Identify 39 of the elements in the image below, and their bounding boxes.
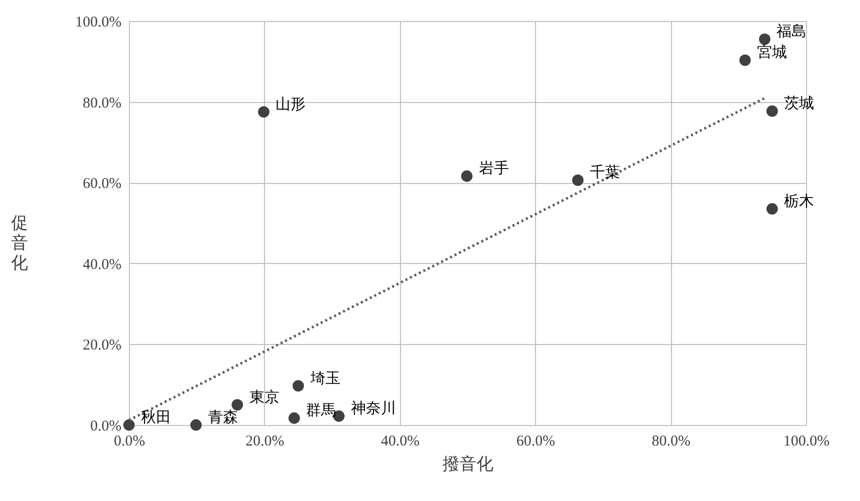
- x-axis-title: 撥音化: [442, 454, 494, 474]
- x-tick-label: 60.0%: [516, 434, 556, 450]
- point: [759, 33, 770, 45]
- annotation: 栃木: [784, 192, 814, 210]
- annotation: 福島: [776, 23, 807, 40]
- point: [572, 174, 584, 186]
- annotation: 東京: [249, 388, 280, 406]
- annotation: 秋田: [141, 409, 171, 426]
- y-tick-label: 100.0%: [75, 14, 122, 30]
- point: [258, 106, 270, 118]
- x-tick-label: 0.0%: [114, 434, 146, 450]
- annotation: 千葉: [590, 164, 620, 182]
- y-tick-label: 60.0%: [82, 176, 122, 192]
- point: [766, 105, 778, 117]
- annotation: 岩手: [478, 160, 509, 178]
- x-tick-label: 80.0%: [652, 434, 690, 450]
- point: [766, 203, 778, 215]
- x-tick-label: 20.0%: [246, 434, 284, 450]
- annotation: 埼玉: [309, 370, 340, 387]
- point: [461, 170, 473, 182]
- y-tick-label: 80.0%: [82, 95, 122, 112]
- annotation: 宮城: [757, 44, 788, 62]
- point: [739, 54, 751, 66]
- point: [232, 399, 244, 410]
- annotation: 茨城: [784, 95, 814, 112]
- point: [190, 419, 202, 431]
- annotation: 神奈川: [350, 400, 396, 418]
- annotation: 群馬: [306, 402, 336, 420]
- y-tick-label: 0.0%: [90, 418, 122, 434]
- y-tick-label: 20.0%: [82, 338, 122, 354]
- x-tick-label: 40.0%: [380, 434, 420, 450]
- point: [123, 419, 135, 431]
- point: [292, 380, 304, 392]
- x-tick-label: 100.0%: [783, 434, 830, 450]
- annotation: 青森: [208, 409, 238, 426]
- annotation: 山形: [276, 96, 306, 113]
- y-axis-title: 促音化: [10, 214, 28, 272]
- point: [288, 412, 300, 424]
- y-tick-label: 40.0%: [82, 256, 122, 273]
